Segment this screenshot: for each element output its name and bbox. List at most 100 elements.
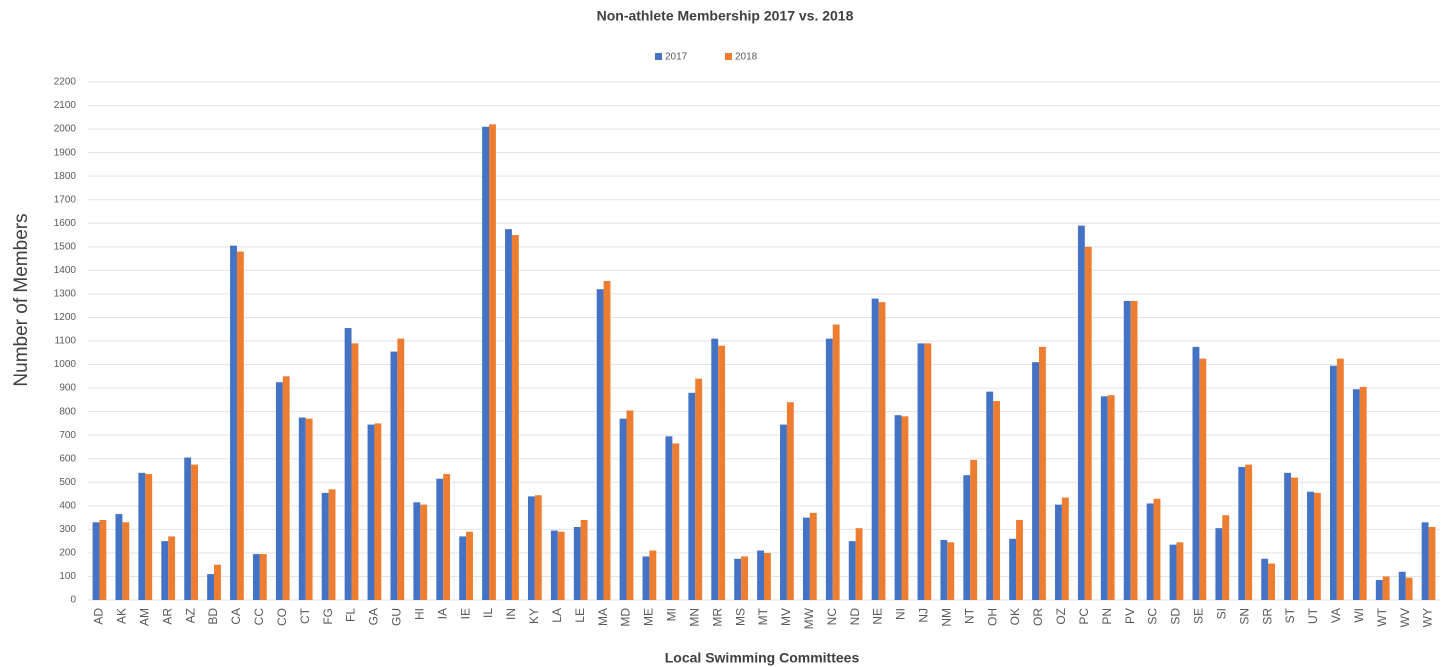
bar (99, 519, 107, 600)
y-tick-label: 2100 (54, 100, 77, 111)
x-tick-label: KY (527, 608, 541, 624)
x-tick-label: WY (1421, 608, 1435, 627)
bar (92, 522, 100, 600)
x-tick-label: SE (1192, 608, 1206, 624)
bar (626, 410, 634, 600)
bar (1291, 477, 1298, 600)
bar (1123, 300, 1131, 600)
bar (550, 530, 558, 600)
x-tick-label: OH (985, 608, 999, 626)
bar (115, 514, 123, 600)
x-tick-label: PV (1123, 608, 1137, 624)
chart-title: Non-athlete Membership 2017 vs. 2018 (597, 8, 854, 24)
x-tick-label: CC (252, 608, 266, 626)
bar (321, 492, 329, 600)
x-tick-label: MT (756, 607, 770, 625)
bar (802, 517, 810, 600)
bar (161, 541, 169, 600)
bar (1176, 542, 1184, 600)
bar (917, 343, 925, 600)
y-tick-label: 1000 (54, 359, 77, 370)
y-tick-label: 1500 (54, 241, 77, 252)
bar (1428, 527, 1436, 600)
bar (1215, 528, 1223, 600)
x-tick-label: IN (504, 608, 518, 620)
y-tick-label: 300 (59, 524, 76, 535)
bar (397, 338, 405, 600)
x-tick-label: WV (1398, 608, 1412, 627)
bar (871, 298, 879, 600)
bar (619, 418, 627, 600)
legend-swatch (725, 53, 732, 60)
bar (1284, 472, 1292, 600)
x-tick-label: NT (962, 607, 976, 624)
bar (374, 423, 382, 600)
bar (1382, 576, 1390, 600)
legend-label: 2018 (735, 52, 758, 63)
y-tick-label: 1100 (54, 336, 76, 347)
y-tick-label: 1800 (54, 171, 77, 182)
bar (344, 328, 352, 600)
x-tick-label: OZ (1054, 608, 1068, 625)
bar (695, 378, 703, 600)
bar (1077, 225, 1085, 601)
bar (986, 391, 994, 600)
y-tick-label: 1700 (54, 194, 77, 205)
bar (482, 126, 490, 601)
x-tick-label: BD (206, 608, 220, 625)
bar (711, 338, 719, 600)
bar (741, 556, 748, 600)
x-tick-label: PN (1100, 608, 1114, 625)
x-tick-label: GA (367, 608, 381, 625)
x-tick-label: AK (115, 608, 129, 624)
x-tick-label: MW (802, 607, 816, 629)
bar (1307, 491, 1314, 600)
y-tick-label: 0 (70, 595, 76, 606)
bar (1153, 498, 1161, 600)
bar (1405, 577, 1413, 600)
x-tick-label: FG (321, 608, 335, 625)
x-tick-label: ST (1283, 607, 1297, 623)
x-tick-label: WI (1352, 608, 1366, 623)
bar (1192, 346, 1200, 600)
y-tick-label: 100 (59, 571, 76, 582)
bar (214, 564, 221, 600)
bar (672, 443, 680, 600)
bar (1199, 358, 1207, 600)
x-tick-label: LA (550, 608, 564, 623)
bar (1130, 300, 1138, 600)
bar (642, 556, 650, 600)
bar (764, 552, 771, 600)
bar (145, 474, 153, 600)
bar (1359, 386, 1367, 600)
x-tick-label: CT (298, 607, 312, 624)
bar (168, 536, 176, 600)
x-tick-label: SC (1146, 608, 1160, 625)
bar (596, 289, 604, 600)
y-tick-label: 500 (59, 477, 76, 488)
bar (1032, 362, 1039, 600)
x-tick-label: HI (412, 608, 426, 620)
x-tick-label: VA (1329, 608, 1343, 623)
bar (734, 558, 742, 600)
x-tick-label: IA (435, 608, 449, 619)
y-tick-label: 1400 (54, 265, 77, 276)
bar (328, 489, 336, 600)
bar (1222, 515, 1230, 600)
bar (459, 536, 467, 600)
x-tick-label: NC (825, 608, 839, 626)
bar (1330, 365, 1337, 600)
bar (443, 474, 451, 600)
bar (1084, 246, 1092, 600)
bar (963, 475, 971, 600)
x-tick-label: SI (1214, 608, 1228, 619)
bar (511, 235, 519, 600)
bar (809, 512, 817, 600)
bar (688, 392, 696, 600)
x-tick-label: IE (458, 608, 472, 619)
bar (367, 424, 375, 600)
y-tick-label: 800 (59, 406, 76, 417)
x-tick-label: SD (1169, 608, 1183, 625)
bar (780, 424, 787, 600)
x-tick-label: SN (1237, 608, 1251, 625)
